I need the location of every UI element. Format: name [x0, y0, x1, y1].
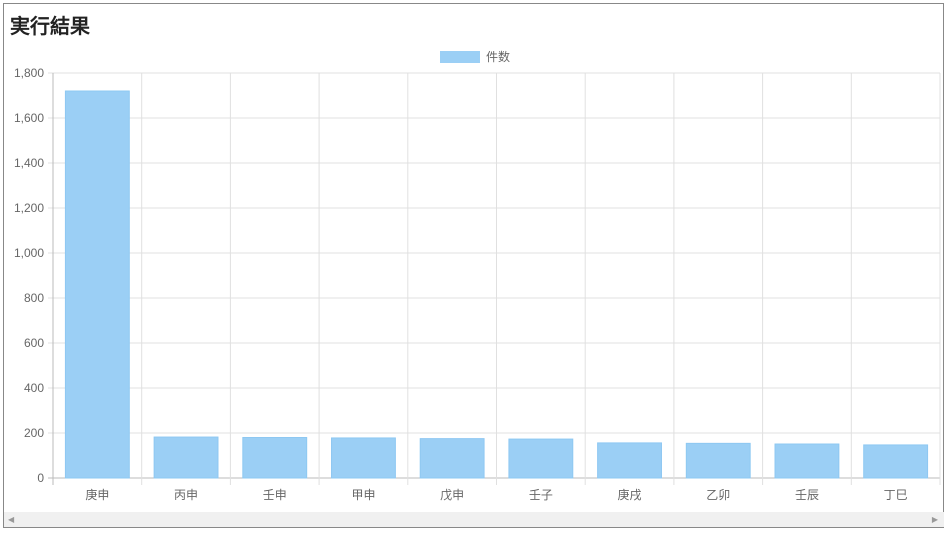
x-tick-label: 丙申 — [174, 488, 198, 502]
y-tick-label: 600 — [24, 336, 44, 350]
x-tick-label: 壬辰 — [795, 488, 819, 502]
bar — [64, 90, 130, 479]
legend[interactable]: 件数 — [440, 48, 510, 65]
x-tick-label: 戊申 — [440, 488, 464, 502]
y-tick-label: 400 — [24, 381, 44, 395]
x-tick-label: 庚申 — [85, 487, 109, 502]
chart-panel — [3, 3, 944, 528]
legend-swatch — [440, 50, 480, 63]
bar — [419, 438, 485, 479]
x-tick-label: 壬申 — [263, 488, 287, 502]
x-tick-label: 庚戌 — [618, 487, 642, 502]
bar — [863, 444, 929, 479]
x-tick-label: 甲申 — [351, 488, 375, 502]
y-tick-label: 1,800 — [14, 66, 44, 80]
bar — [597, 442, 662, 479]
y-tick-label: 1,400 — [14, 156, 44, 170]
y-tick-label: 800 — [24, 291, 44, 305]
triangle-right-icon[interactable]: ▶ — [931, 515, 938, 524]
bar — [508, 438, 574, 479]
bar — [153, 436, 219, 479]
y-tick-label: 1,200 — [14, 201, 44, 215]
bar — [242, 437, 308, 479]
legend-label: 件数 — [486, 50, 511, 64]
y-tick-label: 1,600 — [14, 111, 44, 125]
horizontal-scrollbar[interactable]: ◀ ▶ — [4, 512, 944, 527]
x-tick-label: 壬子 — [529, 488, 553, 502]
bar — [685, 442, 751, 479]
triangle-left-icon[interactable]: ◀ — [8, 515, 15, 524]
page-title: 実行結果 — [10, 14, 90, 38]
y-tick-label: 0 — [37, 471, 44, 485]
bar — [774, 443, 840, 479]
y-tick-label: 200 — [24, 426, 44, 440]
x-tick-label: 乙卯 — [706, 488, 730, 502]
y-tick-label: 1,000 — [14, 246, 44, 260]
bar — [331, 437, 396, 479]
x-tick-label: 丁巳 — [884, 488, 908, 502]
